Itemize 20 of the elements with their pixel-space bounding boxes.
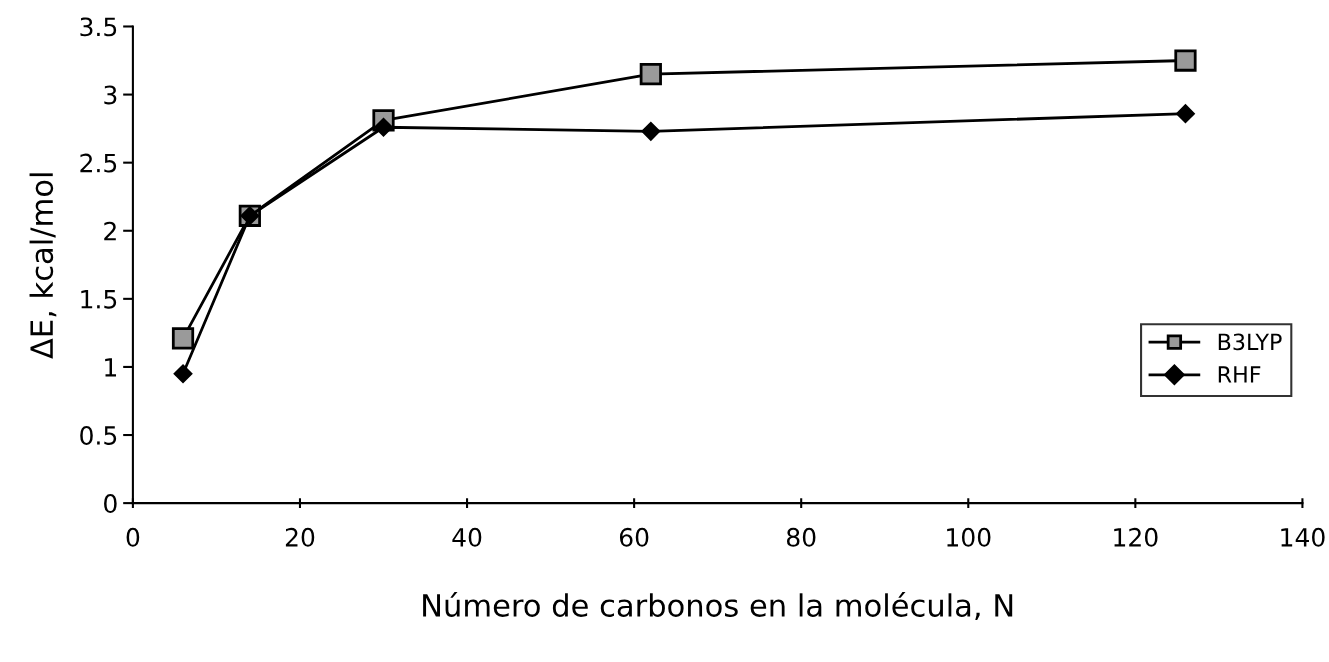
legend-label: B3LYP bbox=[1218, 333, 1282, 351]
y-axis-title: ΔE, kcal/mol bbox=[29, 173, 57, 359]
y-tick-label: 0.5 bbox=[80, 425, 117, 445]
y-tick-label: 2 bbox=[104, 221, 116, 241]
y-tick-label: 0 bbox=[104, 494, 117, 513]
x-tick-label: 60 bbox=[619, 527, 649, 547]
y-tick-label: 1.5 bbox=[81, 290, 117, 309]
y-tick-label: 3.5 bbox=[80, 17, 117, 37]
x-tick-label: 140 bbox=[1281, 527, 1325, 547]
x-tick-label: 20 bbox=[285, 527, 315, 547]
legend-label: RHF bbox=[1218, 366, 1261, 383]
x-tick-label: 80 bbox=[786, 527, 816, 547]
y-tick-label: 3 bbox=[104, 85, 117, 105]
x-tick-label: 120 bbox=[1114, 527, 1158, 547]
x-tick-label: 40 bbox=[452, 527, 482, 547]
y-tick-label: 1 bbox=[105, 358, 117, 377]
y-tick-label: 2.5 bbox=[80, 153, 117, 173]
x-tick-label: 100 bbox=[947, 527, 991, 547]
x-axis-title: Número de carbonos en la molécula, N bbox=[423, 592, 1013, 621]
x-tick-label: 0 bbox=[126, 527, 140, 547]
